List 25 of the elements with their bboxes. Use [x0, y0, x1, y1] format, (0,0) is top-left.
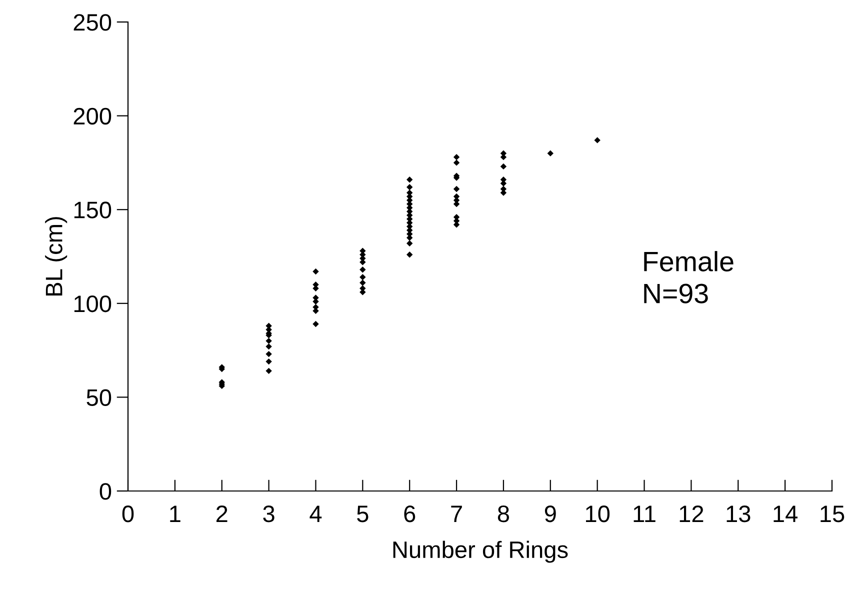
y-tick-label: 150: [74, 202, 112, 218]
y-tick-label: 100: [74, 295, 112, 312]
x-tick-label: 9: [544, 506, 556, 522]
y-tick-label: 50: [86, 389, 112, 406]
x-tick-label: 15: [820, 506, 844, 522]
y-tick-label: 250: [74, 14, 112, 31]
x-tick-label: 4: [310, 506, 322, 522]
x-tick-label: 6: [404, 506, 416, 522]
x-tick-label: 5: [357, 506, 368, 522]
x-tick-label: 8: [498, 506, 510, 522]
x-tick-label: 14: [774, 506, 798, 522]
x-tick-label: 3: [263, 506, 274, 522]
y-tick-label: 200: [74, 108, 112, 125]
x-axis-title: Number of Rings: [393, 540, 568, 563]
y-axis-title: BL (cm): [45, 217, 68, 296]
x-tick-label: 10: [586, 506, 610, 522]
x-tick-label: 2: [216, 506, 228, 522]
x-tick-label: 12: [680, 506, 704, 522]
x-tick-label: 1: [170, 506, 180, 522]
annotation: Female N=93: [644, 251, 734, 304]
x-tick-label: 0: [122, 506, 134, 522]
y-tick-label: 0: [100, 483, 112, 500]
x-tick-label: 13: [726, 506, 750, 522]
x-tick-label: 7: [451, 506, 462, 522]
x-tick-label: 11: [634, 506, 656, 522]
